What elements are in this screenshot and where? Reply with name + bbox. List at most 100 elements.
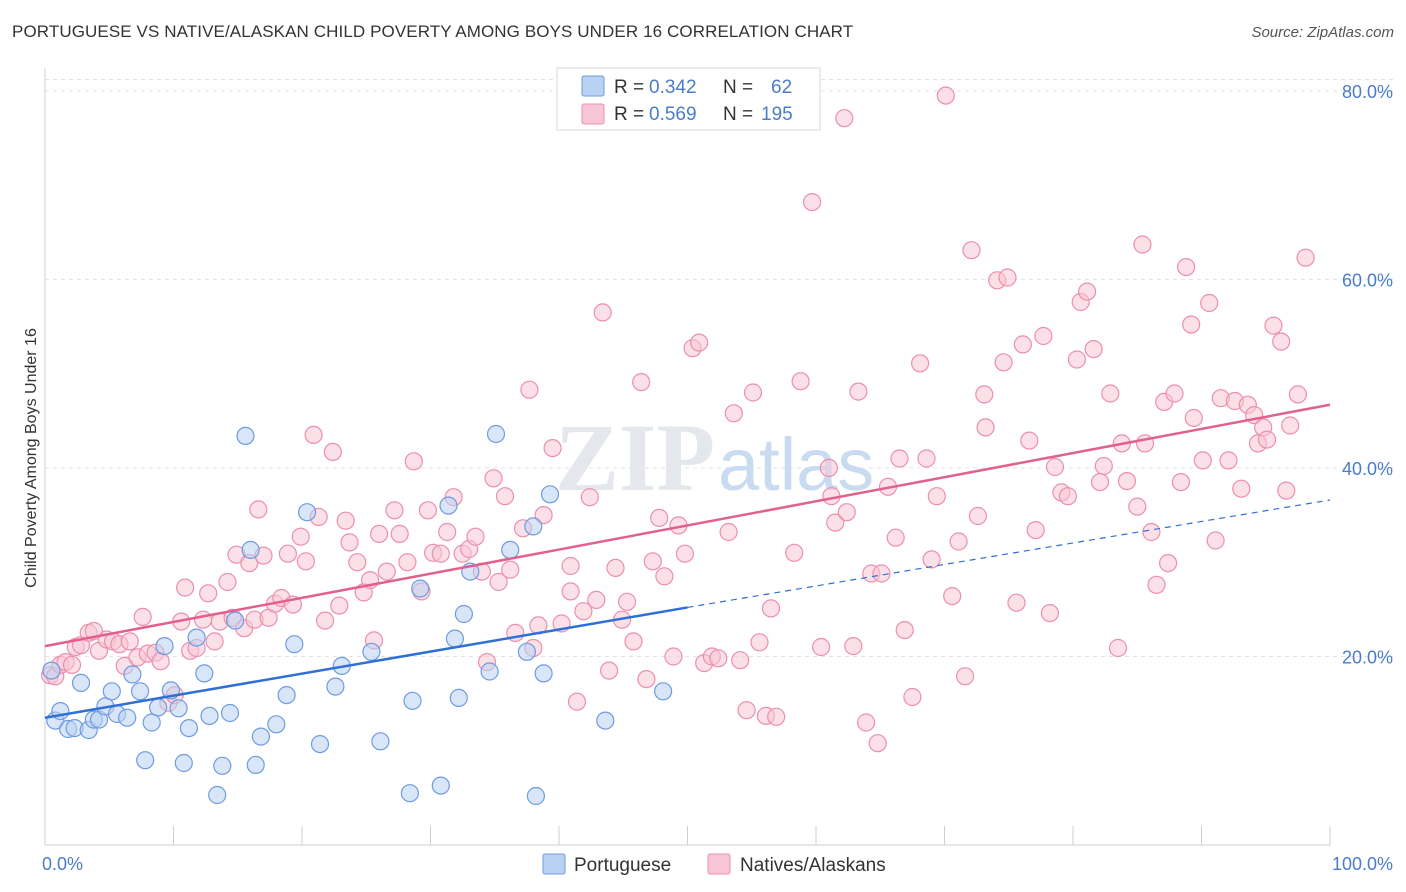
natives-alaskans-point: [1007, 593, 1026, 612]
portuguese-point: [285, 635, 304, 654]
bottom-legend-portuguese: Portuguese: [574, 855, 671, 876]
portuguese-point: [195, 664, 214, 683]
portuguese-point: [136, 751, 155, 770]
portuguese-point: [596, 711, 615, 730]
natives-alaskans-point: [737, 701, 756, 720]
natives-alaskans-point: [398, 553, 417, 572]
portuguese-point: [155, 636, 174, 656]
chart-title: PORTUGUESE VS NATIVE/ALASKAN CHILD POVER…: [12, 22, 854, 41]
portuguese-point: [534, 664, 553, 683]
natives-alaskans-point: [574, 602, 593, 621]
watermark: ZIP atlas: [555, 404, 874, 511]
natives-alaskans-point: [1288, 385, 1308, 404]
portuguese-point: [445, 629, 464, 648]
natives-alaskans-point: [637, 669, 656, 689]
natives-alaskans-point: [1108, 638, 1128, 658]
natives-alaskans-point: [1296, 248, 1315, 267]
natives-alaskans-point: [890, 449, 909, 468]
portuguese-trendline-extension: [687, 499, 1331, 609]
portuguese-point: [486, 424, 506, 444]
bottom-legend-swatch-natives: [707, 853, 731, 875]
natives-alaskans-point: [199, 584, 218, 603]
natives-alaskans-point: [632, 373, 651, 392]
portuguese-point: [236, 426, 255, 445]
natives-alaskans-point: [249, 500, 268, 519]
natives-alaskans-point: [1184, 408, 1203, 428]
portuguese-point: [213, 756, 232, 775]
natives-alaskans-point: [1058, 487, 1078, 506]
natives-alaskans-point: [743, 383, 763, 402]
portuguese-point: [298, 503, 317, 522]
natives-alaskans-point: [431, 544, 450, 563]
natives-alaskans-point: [133, 607, 152, 627]
natives-alaskans-point: [917, 449, 936, 468]
natives-alaskans-point: [495, 487, 515, 506]
natives-alaskans-point: [1020, 431, 1039, 450]
portuguese-point: [226, 611, 245, 630]
natives-alaskans-point: [194, 610, 213, 629]
natives-alaskans-point: [567, 692, 587, 711]
x-tick-label: 0.0%: [42, 854, 83, 874]
natives-alaskans-point: [438, 522, 457, 542]
natives-alaskans-point: [903, 687, 922, 707]
axes: [44, 68, 1331, 846]
natives-alaskans-point: [643, 552, 662, 571]
natives-alaskans-point: [291, 527, 310, 546]
portuguese-point: [241, 540, 260, 560]
natives-alaskans-point: [1133, 235, 1152, 254]
legend-swatch-natives: [581, 103, 605, 125]
portuguese-point: [179, 718, 198, 738]
portuguese-point: [411, 579, 430, 598]
natives-alaskans-point: [856, 713, 876, 732]
natives-alaskans-point: [731, 651, 750, 670]
natives-alaskans-point: [336, 511, 355, 530]
portuguese-point: [220, 703, 240, 723]
legend-r-label: R =: [614, 104, 644, 125]
natives-alaskans-point: [404, 452, 423, 471]
natives-alaskans-point: [675, 544, 695, 563]
natives-alaskans-point: [1128, 497, 1147, 516]
portuguese-point: [102, 682, 121, 701]
natives-alaskans-point: [1067, 350, 1087, 369]
natives-alaskans-point: [1084, 340, 1103, 359]
natives-alaskans-point: [205, 632, 224, 651]
natives-alaskans-point: [968, 506, 988, 526]
portuguese-point: [142, 713, 161, 732]
natives-alaskans-point: [927, 487, 946, 506]
y-tick-label: 20.0%: [1342, 647, 1393, 667]
natives-alaskans-point: [484, 469, 503, 488]
natives-alaskans-point: [802, 193, 822, 212]
portuguese-points: [42, 424, 673, 806]
natives-alaskans-point: [1094, 456, 1113, 476]
natives-alaskans-point: [561, 556, 580, 576]
natives-alaskans-point: [489, 572, 508, 592]
chart-source: Source: ZipAtlas.com: [1251, 24, 1394, 41]
natives-alaskans-point: [304, 425, 323, 444]
portuguese-point: [540, 485, 560, 504]
natives-alaskans-point: [1158, 553, 1178, 573]
natives-alaskans-point: [1264, 316, 1283, 335]
legend-swatch-portuguese: [581, 75, 605, 97]
natives-alaskans-point: [943, 586, 962, 606]
portuguese-point: [310, 734, 330, 754]
natives-alaskans-point: [520, 380, 539, 399]
natives-alaskans-point: [418, 501, 437, 520]
portuguese-point: [208, 785, 227, 805]
portuguese-point: [526, 786, 546, 806]
natives-alaskans-point: [872, 564, 891, 583]
portuguese-point: [524, 517, 543, 536]
portuguese-point: [439, 496, 458, 515]
portuguese-point: [149, 698, 168, 717]
natives-alaskans-point: [761, 599, 781, 618]
bottom-legend-natives: Natives/Alaskans: [740, 855, 886, 876]
portuguese-point: [371, 732, 390, 751]
portuguese-point: [267, 715, 286, 734]
natives-alaskans-point: [1176, 258, 1196, 277]
portuguese-point: [362, 642, 381, 661]
natives-alaskans-point: [750, 633, 769, 652]
natives-alaskans-point: [1272, 332, 1291, 351]
y-tick-label: 40.0%: [1342, 459, 1393, 479]
portuguese-point: [169, 699, 188, 718]
natives-alaskans-point: [340, 533, 359, 552]
natives-alaskans-point: [962, 241, 981, 260]
